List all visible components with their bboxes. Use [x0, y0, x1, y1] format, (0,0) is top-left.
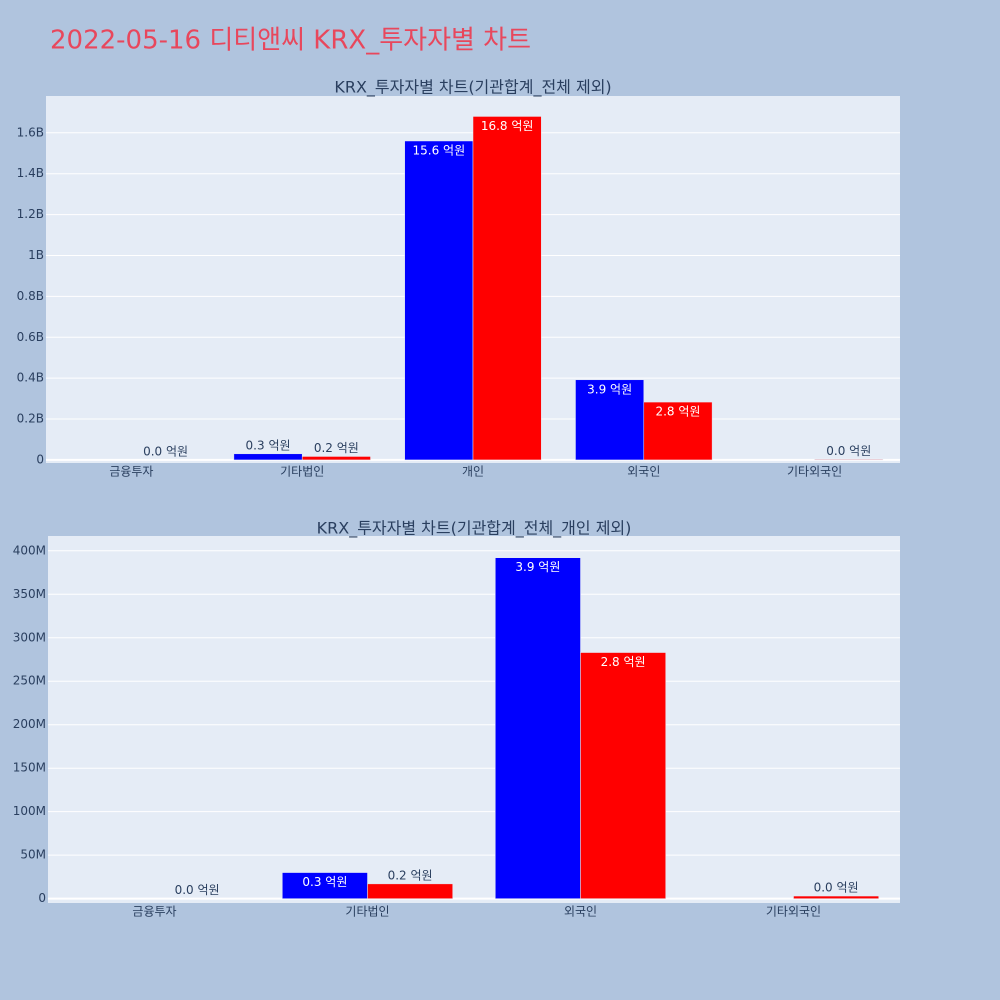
- chart-title: KRX_투자자별 차트(기관합계_전체_개인 제외): [317, 519, 632, 539]
- x-tick-label: 외국인: [564, 905, 597, 919]
- value-label: 0.3 억원: [246, 438, 291, 452]
- x-tick-label: 기타법인: [345, 905, 389, 919]
- bar: [472, 116, 542, 461]
- value-label: 0.2 억원: [314, 441, 359, 455]
- page-title: 2022-05-16 디티앤씨 KRX_투자자별 차트: [50, 26, 531, 56]
- y-tick-label: 0.6B: [17, 330, 44, 344]
- y-tick-label: 200M: [13, 717, 46, 731]
- y-tick-label: 350M: [13, 587, 46, 601]
- bar: [367, 883, 453, 899]
- value-label: 3.9 억원: [515, 560, 560, 574]
- bar: [233, 453, 303, 461]
- plot-area: [48, 536, 900, 903]
- y-tick-label: 50M: [20, 848, 46, 862]
- y-tick-label: 0.4B: [17, 371, 44, 385]
- value-label: 3.9 억원: [587, 382, 632, 396]
- value-label: 2.8 억원: [601, 655, 646, 669]
- y-tick-label: 1.2B: [17, 207, 44, 221]
- bar: [643, 401, 713, 461]
- y-tick-label: 0.8B: [17, 289, 44, 303]
- chart-title: KRX_투자자별 차트(기관합계_전체 제외): [334, 78, 611, 98]
- value-label: 15.6 억원: [413, 143, 466, 157]
- y-tick-label: 300M: [13, 630, 46, 644]
- bar: [580, 652, 666, 899]
- y-tick-label: 250M: [13, 674, 46, 688]
- bar: [793, 895, 879, 899]
- y-tick-label: 0.2B: [17, 412, 44, 426]
- y-tick-label: 1B: [28, 248, 44, 262]
- x-tick-label: 기타법인: [280, 465, 324, 479]
- bar: [814, 459, 884, 461]
- y-tick-label: 0: [36, 452, 44, 466]
- bar: [495, 557, 581, 899]
- value-label: 0.0 억원: [143, 444, 188, 458]
- value-label: 0.0 억원: [814, 881, 859, 895]
- value-label: 16.8 억원: [481, 119, 534, 133]
- x-tick-label: 기타외국인: [766, 905, 821, 919]
- x-tick-label: 금융투자: [132, 905, 176, 919]
- y-tick-label: 0: [38, 891, 46, 905]
- value-label: 0.2 억원: [388, 868, 433, 882]
- y-tick-label: 1.6B: [17, 125, 44, 139]
- value-label: 0.0 억원: [826, 444, 871, 458]
- bar: [575, 379, 645, 461]
- x-tick-label: 기타외국인: [787, 465, 842, 479]
- value-label: 2.8 억원: [655, 405, 700, 419]
- bar: [282, 872, 368, 899]
- y-tick-label: 1.4B: [17, 166, 44, 180]
- y-tick-label: 400M: [13, 543, 46, 557]
- x-tick-label: 개인: [462, 465, 484, 479]
- bar: [301, 456, 371, 461]
- x-tick-label: 금융투자: [109, 465, 153, 479]
- x-tick-label: 외국인: [627, 465, 660, 479]
- value-label: 0.0 억원: [175, 883, 220, 897]
- y-tick-label: 150M: [13, 761, 46, 775]
- value-label: 0.3 억원: [302, 875, 347, 889]
- y-tick-label: 100M: [13, 804, 46, 818]
- bar: [404, 140, 474, 461]
